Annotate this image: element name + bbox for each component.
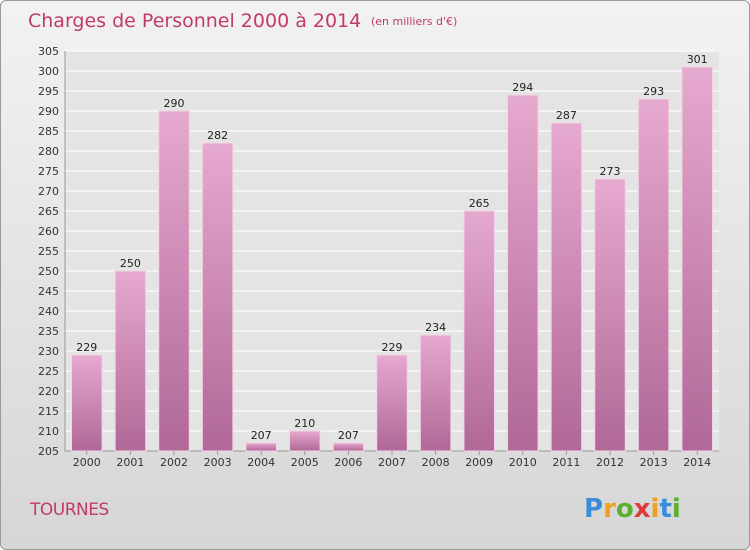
value-label: 229	[76, 341, 97, 354]
chart-title: Charges de Personnel 2000 à 2014	[28, 10, 361, 32]
logo-letter: i	[651, 494, 660, 524]
logo-letter: o	[616, 494, 634, 524]
bar	[376, 354, 408, 452]
bar	[201, 142, 234, 452]
chart-subtitle: (en milliers d'€)	[371, 15, 457, 28]
y-tick-label: 230	[38, 345, 59, 358]
logo-letter: t	[659, 494, 671, 524]
bar	[245, 442, 277, 452]
y-tick-label: 300	[38, 65, 59, 78]
bar	[594, 178, 626, 452]
x-tick-label: 2005	[291, 456, 319, 469]
proxiti-logo: Proxiti	[584, 494, 681, 524]
value-label: 282	[207, 129, 228, 142]
value-label: 229	[382, 341, 403, 354]
value-label: 287	[556, 109, 577, 122]
bar	[289, 430, 321, 452]
bar	[332, 442, 365, 452]
value-label: 207	[338, 429, 359, 442]
x-tick-label: 2003	[204, 456, 232, 469]
x-tick-label: 2006	[334, 456, 362, 469]
value-label: 290	[164, 97, 185, 110]
y-tick-label: 250	[38, 265, 59, 278]
x-tick-label: 2010	[509, 456, 537, 469]
logo-letter: r	[603, 494, 616, 524]
y-tick-label: 260	[38, 225, 59, 238]
bar	[71, 354, 103, 452]
x-tick-label: 2001	[116, 456, 144, 469]
bar	[637, 98, 670, 452]
x-tick-label: 2009	[465, 456, 493, 469]
value-label: 250	[120, 257, 141, 270]
value-label: 293	[643, 85, 664, 98]
value-label: 273	[600, 165, 621, 178]
bar	[507, 94, 539, 452]
y-tick-label: 245	[38, 285, 59, 298]
y-tick-label: 255	[38, 245, 59, 258]
x-tick-label: 2014	[683, 456, 711, 469]
x-tick-label: 2000	[73, 456, 101, 469]
value-label: 207	[251, 429, 272, 442]
logo-letter: P	[584, 494, 603, 524]
y-tick-label: 225	[38, 365, 59, 378]
x-tick-label: 2008	[422, 456, 450, 469]
logo-letter: x	[634, 494, 651, 524]
logo-letter: i	[672, 494, 681, 524]
y-tick-label: 220	[38, 385, 59, 398]
value-labels: 229 250 290 282 207 210 207 229 234 265 294 287 273 2…	[76, 53, 707, 442]
y-tick-label: 215	[38, 405, 59, 418]
y-tick-label: 280	[38, 145, 59, 158]
y-tick-label: 305	[38, 45, 59, 58]
value-label: 301	[687, 53, 708, 66]
y-tick-label: 235	[38, 325, 59, 338]
commune-name: TOURNES	[29, 500, 109, 520]
x-tick-label: 2011	[552, 456, 580, 469]
y-tick-label: 240	[38, 305, 59, 318]
value-label: 210	[294, 417, 315, 430]
x-axis-ticks: 2000 2001 2002 2003 2004 2005 2006 2007 2008 2009…	[73, 451, 711, 469]
value-label: 294	[512, 81, 533, 94]
y-tick-label: 270	[38, 185, 59, 198]
y-tick-label: 210	[38, 425, 59, 438]
x-tick-label: 2004	[247, 456, 275, 469]
y-tick-label: 205	[38, 445, 59, 458]
bar	[419, 334, 452, 452]
x-tick-label: 2007	[378, 456, 406, 469]
y-tick-label: 285	[38, 125, 59, 138]
y-tick-label: 265	[38, 205, 59, 218]
bar	[463, 210, 495, 452]
bar	[114, 270, 147, 452]
x-tick-label: 2002	[160, 456, 188, 469]
bar	[681, 66, 713, 452]
bar	[550, 122, 583, 452]
value-label: 265	[469, 197, 490, 210]
y-tick-label: 290	[38, 105, 59, 118]
x-tick-label: 2012	[596, 456, 624, 469]
y-tick-label: 275	[38, 165, 59, 178]
y-axis-ticks: 205 210 215 220 225 230 235 240 245 250 255 260 265 2…	[38, 45, 59, 458]
x-tick-label: 2013	[640, 456, 668, 469]
y-tick-label: 295	[38, 85, 59, 98]
value-label: 234	[425, 321, 446, 334]
bar	[158, 110, 190, 452]
